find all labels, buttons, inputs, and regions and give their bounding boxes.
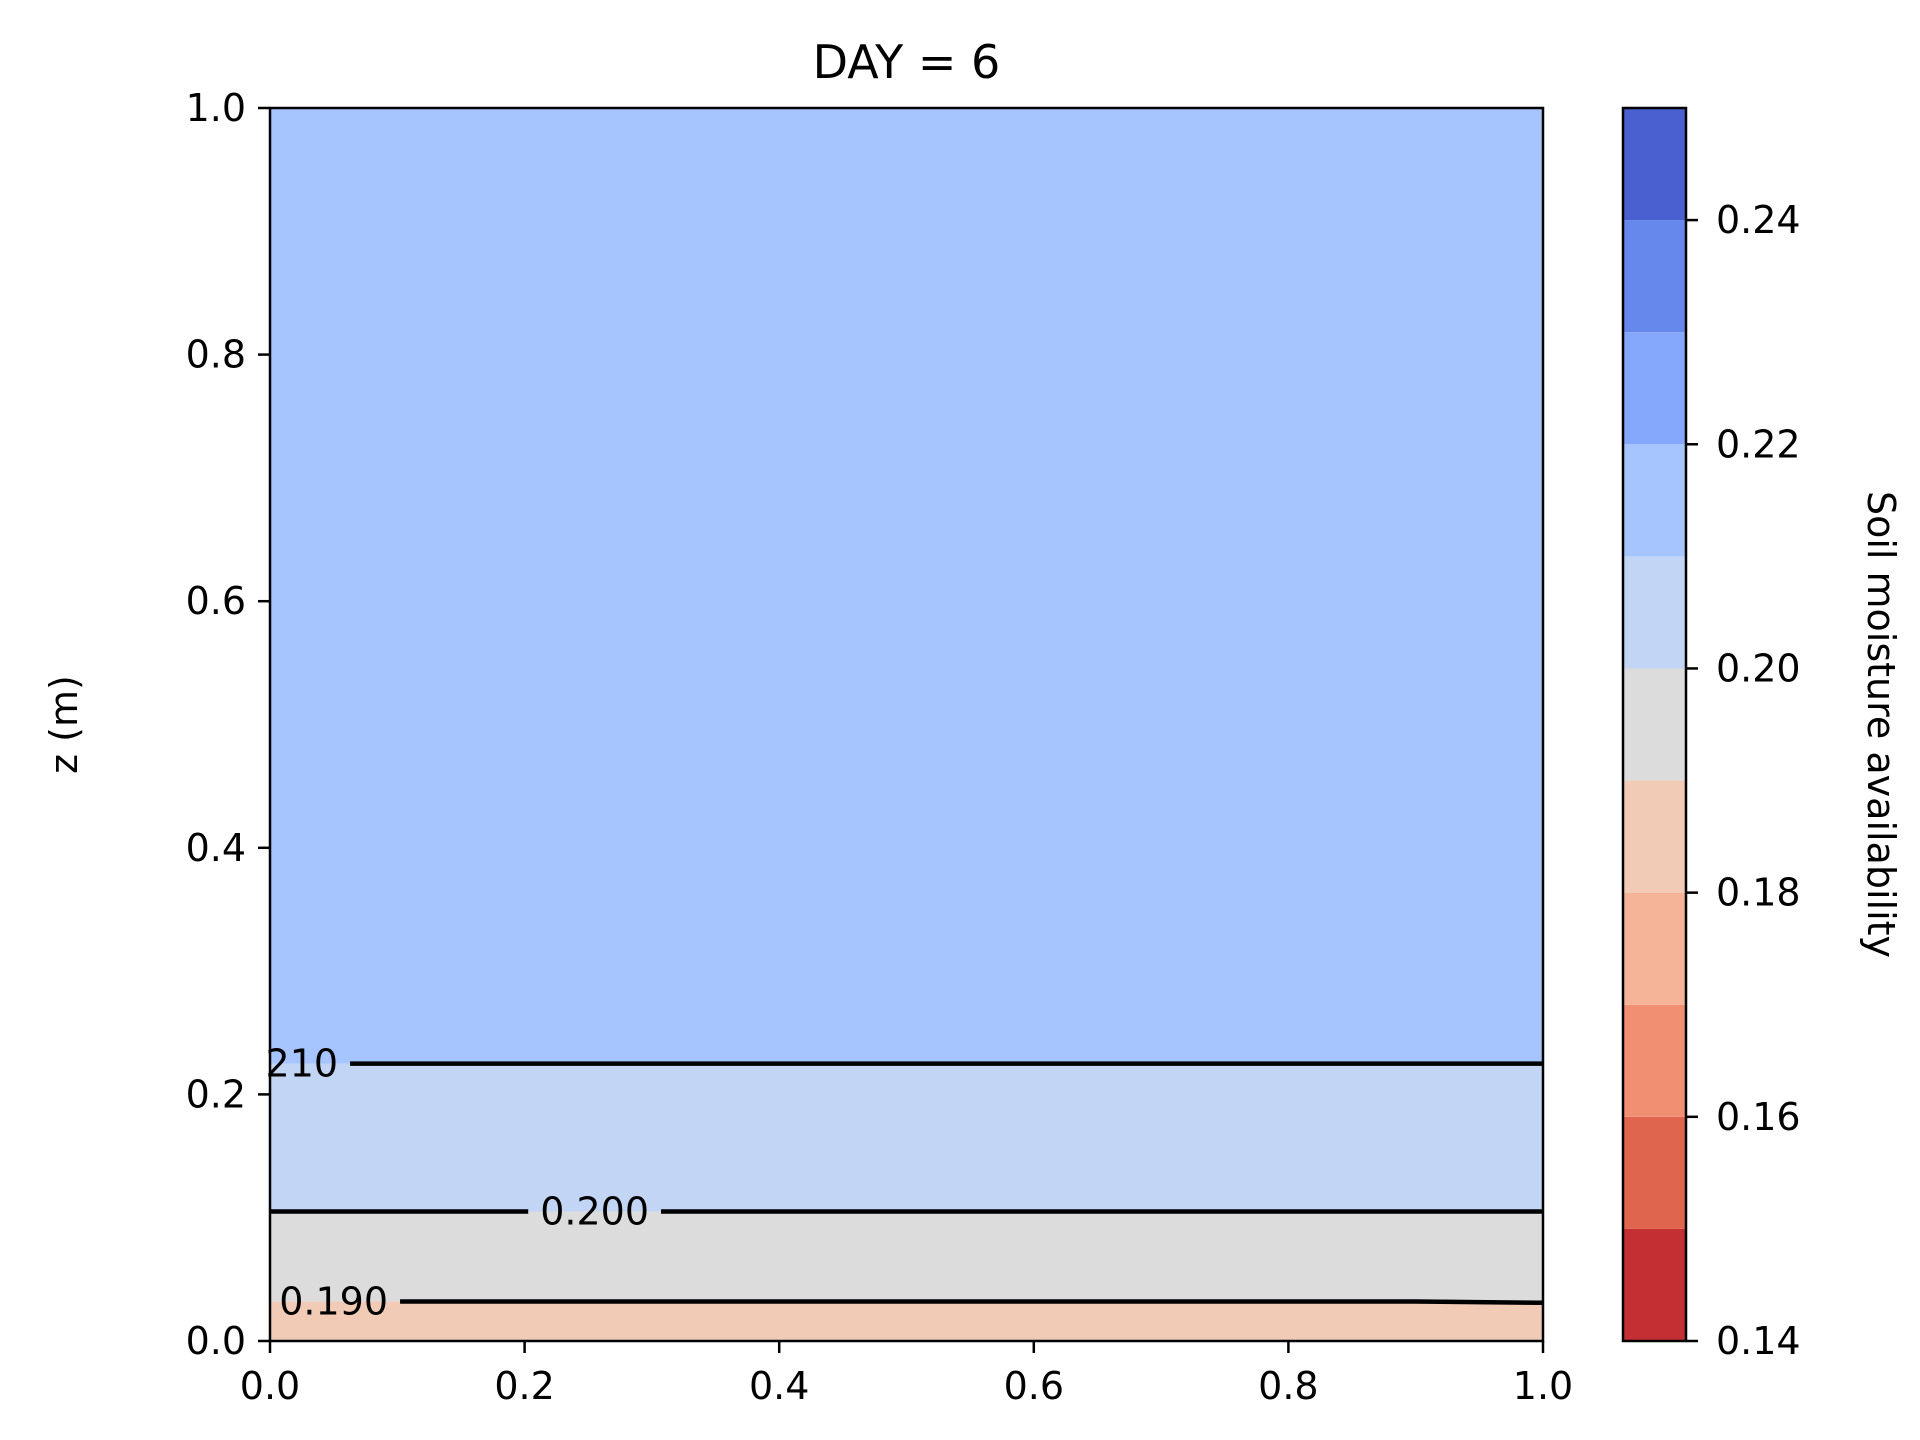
y-axis-label: z (m) [42,675,86,774]
colorbar [1623,108,1686,1341]
x-tick-label: 0.8 [1258,1364,1318,1408]
filled-band-2 [270,1063,1543,1212]
filled-band-0 [270,1301,1543,1341]
colorbar-tick-label: 0.18 [1716,871,1801,915]
colorbar-band-6 [1623,556,1686,669]
colorbar-band-4 [1623,780,1686,893]
colorbar-tick-label: 0.16 [1716,1095,1801,1139]
y-tick-label: 0.8 [186,333,246,377]
colorbar-band-10 [1623,108,1686,221]
colorbar-band-0 [1623,1228,1686,1341]
filled-bands [270,108,1543,1341]
y-tick-label: 0.6 [186,579,246,623]
colorbar-band-2 [1623,1004,1686,1117]
filled-band-1 [270,1211,1543,1302]
x-tick-label: 0.4 [749,1364,809,1408]
contour-label-1: 0.200 [540,1190,649,1234]
colorbar-tick-label: 0.20 [1716,646,1801,690]
y-tick-label: 0.4 [186,826,246,870]
colorbar-band-8 [1623,332,1686,445]
plot-frame [268,106,1545,1343]
colorbar-band-7 [1623,444,1686,557]
colorbar-band-1 [1623,1116,1686,1229]
contour-label-0: 0.190 [279,1280,388,1324]
y-axis: 0.0 0.2 0.4 0.6 0.8 1.0 [186,86,270,1363]
colorbar-ticks: 0.14 0.16 0.18 0.20 0.22 0.24 [1686,198,1801,1363]
y-tick-label: 0.0 [186,1319,246,1363]
colorbar-label: Soil moisture availability [1859,491,1903,958]
chart-title: DAY = 6 [813,35,1001,89]
y-tick-label: 1.0 [186,86,246,130]
x-tick-label: 0.0 [240,1364,300,1408]
filled-band-3 [270,108,1543,1064]
x-tick-label: 0.6 [1004,1364,1064,1408]
x-axis: 0.0 0.2 0.4 0.6 0.8 1.0 [240,1341,1573,1408]
contour-lines: 0.190 0.200 210 [266,1042,1544,1324]
contour-line-0-right [400,1299,1544,1306]
x-tick-label: 0.2 [494,1364,554,1408]
y-tick-label: 0.2 [186,1072,246,1116]
colorbar-frame [1621,106,1688,1343]
colorbar-tick-label: 0.14 [1716,1319,1801,1363]
contour-label-2: 210 [266,1042,339,1086]
x-tick-label: 1.0 [1513,1364,1573,1408]
colorbar-band-9 [1623,220,1686,333]
colorbar-band-3 [1623,892,1686,1005]
colorbar-tick-label: 0.24 [1716,198,1801,242]
colorbar-band-5 [1623,668,1686,781]
colorbar-tick-label: 0.22 [1716,422,1801,466]
